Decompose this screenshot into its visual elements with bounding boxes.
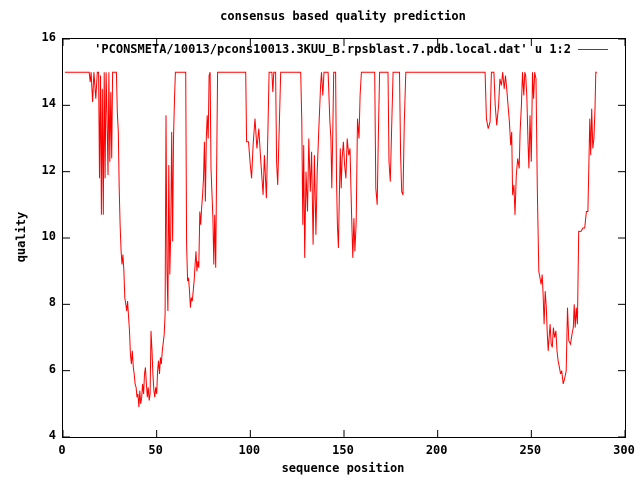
x-tick-label: 250: [519, 443, 542, 457]
y-tick-label: 14: [41, 96, 56, 111]
plot-area: [62, 38, 626, 438]
y-tick-label: 6: [48, 361, 56, 376]
y-tick-label: 4: [48, 428, 56, 442]
plot-svg: [63, 39, 625, 437]
chart-title: consensus based quality prediction: [220, 9, 466, 23]
y-tick-label: 16: [41, 30, 56, 44]
x-tick-label: 0: [58, 443, 66, 457]
x-tick-label: 200: [425, 443, 448, 457]
x-tick-label: 150: [332, 443, 354, 457]
y-tick-label: 12: [41, 162, 56, 177]
x-tick-label: 300: [613, 443, 635, 457]
y-tick-label: 8: [48, 295, 56, 310]
x-tick-label: 50: [148, 443, 163, 457]
y-tick-label: 10: [41, 229, 56, 243]
data-series-line: [64, 71, 597, 408]
legend: 'PCONSMETA/10013/pcons10013.3KUU_B.rpsbl…: [0, 42, 608, 56]
x-tick-label: 100: [238, 443, 261, 457]
legend-line-sample: [578, 48, 608, 50]
legend-entry-label: 'PCONSMETA/10013/pcons10013.3KUU_B.rpsbl…: [94, 42, 571, 56]
x-axis-label: sequence position: [281, 461, 405, 475]
